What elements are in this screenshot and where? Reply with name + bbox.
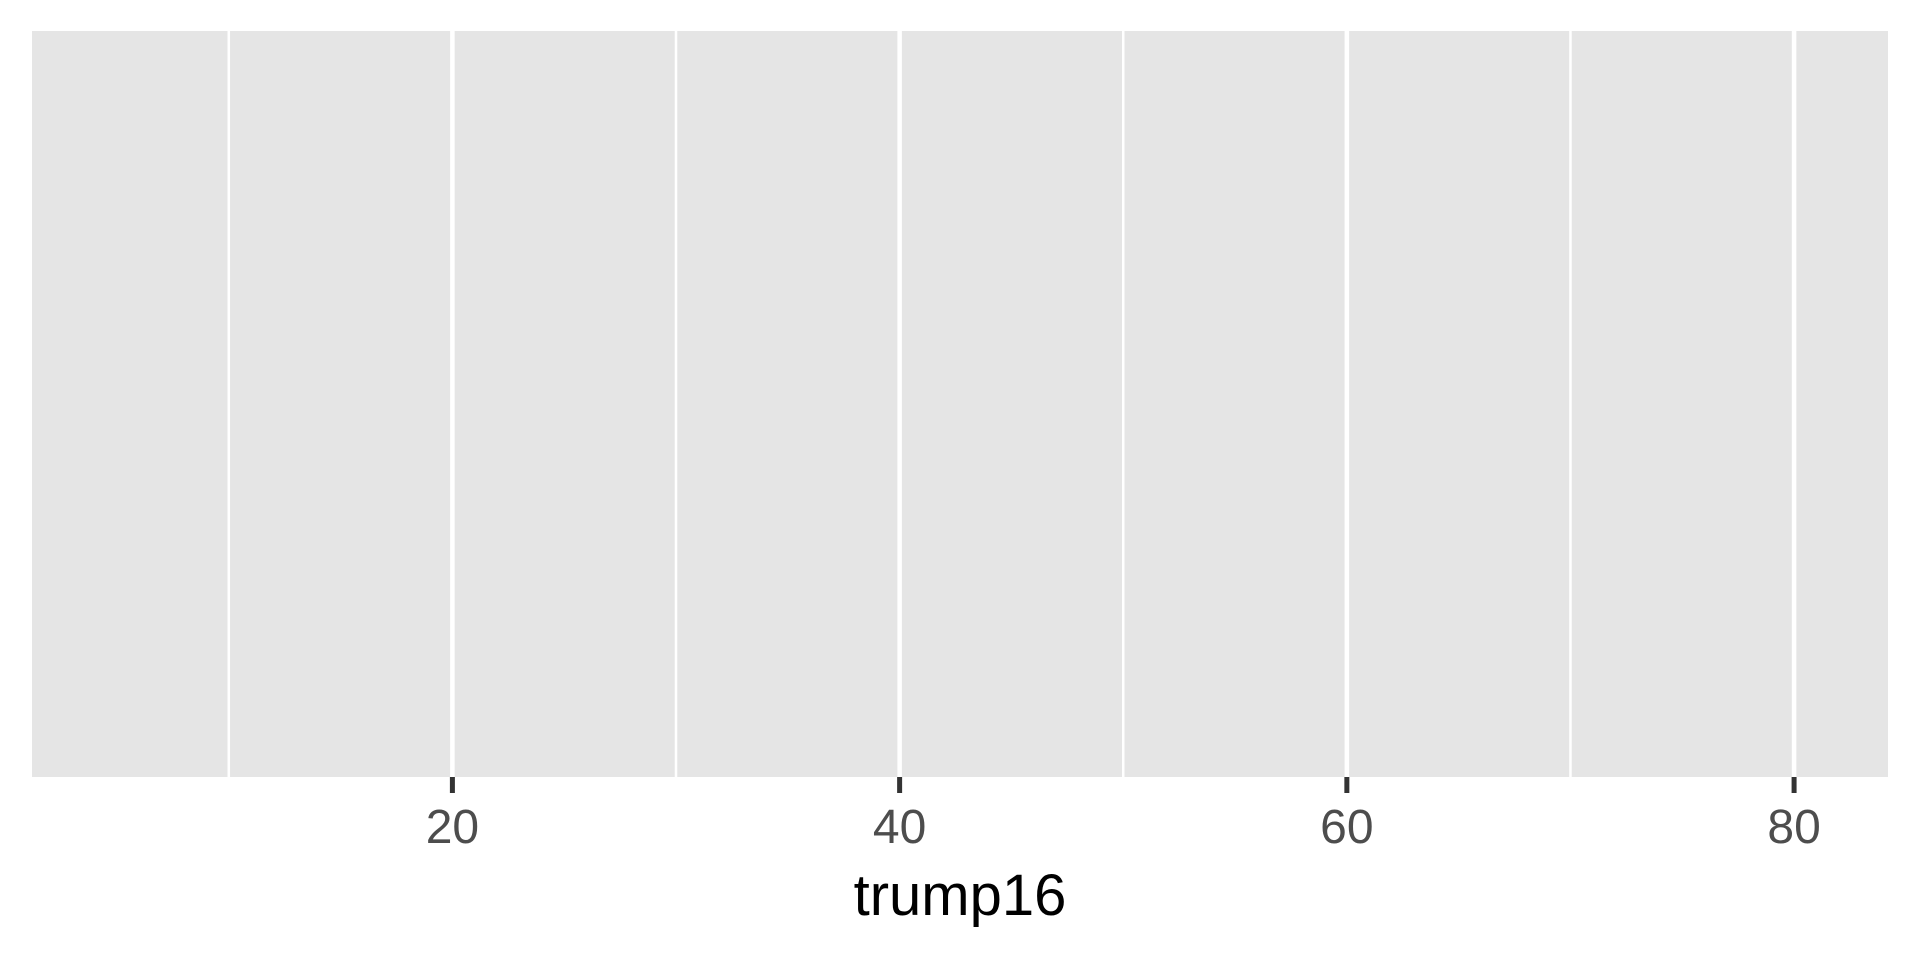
- minor-gridlines: [227, 31, 1572, 777]
- x-axis-tick-labels: 20 40 60 80: [426, 801, 1821, 854]
- x-axis-tick-label: 60: [1320, 801, 1373, 854]
- x-axis-ticks: [449, 777, 1797, 793]
- x-axis-tick-label: 40: [873, 801, 926, 854]
- x-axis-tick-label: 80: [1767, 801, 1820, 854]
- x-axis-tick-label: 20: [426, 801, 479, 854]
- plot-panel: [32, 31, 1888, 777]
- x-axis-title: trump16: [854, 863, 1067, 928]
- major-gridlines: [450, 31, 1797, 777]
